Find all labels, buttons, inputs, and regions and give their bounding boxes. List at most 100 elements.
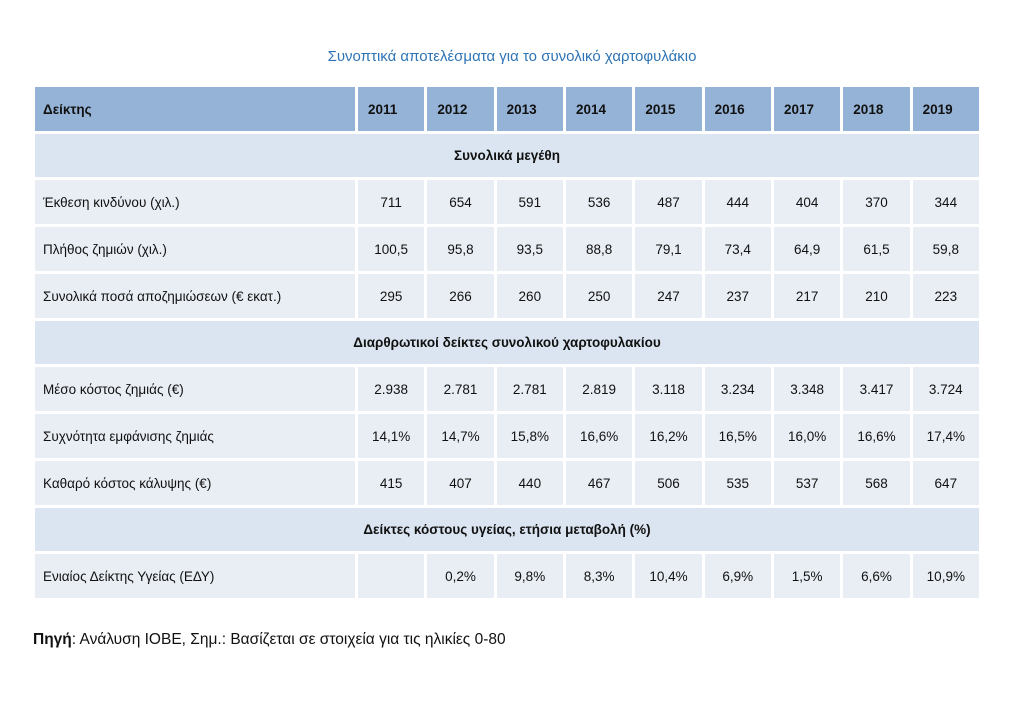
value-cell: 3.417 (843, 367, 910, 411)
value-cell: 647 (912, 461, 979, 505)
header-year: 2015 (635, 87, 702, 131)
value-cell: 16,5% (704, 414, 771, 458)
value-cell (358, 554, 425, 598)
value-cell: 217 (773, 274, 841, 318)
value-cell: 3.348 (773, 367, 841, 411)
value-cell: 61,5 (843, 227, 910, 271)
value-cell: 3.724 (912, 367, 979, 411)
value-cell: 2.781 (496, 367, 563, 411)
row-label: Καθαρό κόστος κάλυψης (€) (35, 461, 355, 505)
value-cell: 100,5 (358, 227, 425, 271)
value-cell: 14,1% (358, 414, 425, 458)
value-cell: 2.781 (427, 367, 494, 411)
table-row: Συνολικά ποσά αποζημιώσεων (€ εκατ.) 295 2… (35, 274, 979, 318)
value-cell: 591 (496, 180, 563, 224)
section-row: Δείκτες κόστους υγείας, ετήσια μεταβολή … (35, 508, 979, 551)
value-cell: 73,4 (704, 227, 771, 271)
value-cell: 404 (773, 180, 841, 224)
value-cell: 237 (704, 274, 771, 318)
value-cell: 440 (496, 461, 563, 505)
value-cell: 0,2% (427, 554, 494, 598)
row-label: Συχνότητα εμφάνισης ζημιάς (35, 414, 355, 458)
value-cell: 14,7% (427, 414, 494, 458)
value-cell: 16,2% (635, 414, 702, 458)
value-cell: 93,5 (496, 227, 563, 271)
header-row: Δείκτης 2011 2012 2013 2014 2015 2016 20… (35, 87, 979, 131)
value-cell: 64,9 (773, 227, 841, 271)
value-cell: 266 (427, 274, 494, 318)
source-label: Πηγή (33, 631, 72, 648)
header-year: 2017 (773, 87, 841, 131)
value-cell: 247 (635, 274, 702, 318)
section-row: Συνολικά μεγέθη (35, 134, 979, 177)
value-cell: 370 (843, 180, 910, 224)
value-cell: 16,0% (773, 414, 841, 458)
value-cell: 537 (773, 461, 841, 505)
value-cell: 295 (358, 274, 425, 318)
value-cell: 1,5% (773, 554, 841, 598)
value-cell: 2.819 (565, 367, 633, 411)
section-title: Διαρθρωτικοί δείκτες συνολικού χαρτοφυλα… (35, 321, 979, 364)
section-title: Δείκτες κόστους υγείας, ετήσια μεταβολή … (35, 508, 979, 551)
value-cell: 17,4% (912, 414, 979, 458)
value-cell: 223 (912, 274, 979, 318)
value-cell: 9,8% (496, 554, 563, 598)
source-text: : Ανάλυση ΙΟΒΕ, Σημ.: Βασίζεται σε στοιχ… (71, 631, 506, 648)
row-label: Μέσο κόστος ζημιάς (€) (35, 367, 355, 411)
value-cell: 88,8 (565, 227, 633, 271)
table-row: Ενιαίος Δείκτης Υγείας (ΕΔΥ) 0,2% 9,8% 8,3%… (35, 554, 979, 598)
value-cell: 654 (427, 180, 494, 224)
table-row: Συχνότητα εμφάνισης ζημιάς 14,1% 14,7% 15,8… (35, 414, 979, 458)
value-cell: 2.938 (358, 367, 425, 411)
row-label: Πλήθος ζημιών (χιλ.) (35, 227, 355, 271)
header-year: 2011 (358, 87, 425, 131)
value-cell: 6,9% (704, 554, 771, 598)
value-cell: 6,6% (843, 554, 910, 598)
value-cell: 3.118 (635, 367, 702, 411)
value-cell: 467 (565, 461, 633, 505)
header-year: 2018 (843, 87, 910, 131)
row-label: Ενιαίος Δείκτης Υγείας (ΕΔΥ) (35, 554, 355, 598)
value-cell: 59,8 (912, 227, 979, 271)
value-cell: 10,4% (635, 554, 702, 598)
header-year: 2019 (912, 87, 979, 131)
value-cell: 536 (565, 180, 633, 224)
value-cell: 568 (843, 461, 910, 505)
table-header: Δείκτης 2011 2012 2013 2014 2015 2016 20… (35, 87, 979, 131)
table-body: Συνολικά μεγέθη Έκθεση κινδύνου (χιλ.) 711… (35, 134, 979, 598)
value-cell: 250 (565, 274, 633, 318)
row-label: Συνολικά ποσά αποζημιώσεων (€ εκατ.) (35, 274, 355, 318)
value-cell: 487 (635, 180, 702, 224)
value-cell: 16,6% (565, 414, 633, 458)
section-title: Συνολικά μεγέθη (35, 134, 979, 177)
value-cell: 711 (358, 180, 425, 224)
value-cell: 10,9% (912, 554, 979, 598)
table-row: Μέσο κόστος ζημιάς (€) 2.938 2.781 2.781 2.8… (35, 367, 979, 411)
header-year: 2016 (704, 87, 771, 131)
source-note: Πηγή: Ανάλυση ΙΟΒΕ, Σημ.: Βασίζεται σε σ… (33, 631, 506, 649)
value-cell: 506 (635, 461, 702, 505)
value-cell: 260 (496, 274, 563, 318)
section-row: Διαρθρωτικοί δείκτες συνολικού χαρτοφυλα… (35, 321, 979, 364)
value-cell: 415 (358, 461, 425, 505)
table-title: Συνοπτικά αποτελέσματα για το συνολικό χ… (327, 48, 697, 65)
value-cell: 95,8 (427, 227, 494, 271)
header-year: 2013 (496, 87, 563, 131)
table-row: Έκθεση κινδύνου (χιλ.) 711 654 591 536 487 444… (35, 180, 979, 224)
value-cell: 210 (843, 274, 910, 318)
value-cell: 16,6% (843, 414, 910, 458)
value-cell: 79,1 (635, 227, 702, 271)
value-cell: 8,3% (565, 554, 633, 598)
value-cell: 15,8% (496, 414, 563, 458)
value-cell: 3.234 (704, 367, 771, 411)
value-cell: 344 (912, 180, 979, 224)
value-cell: 407 (427, 461, 494, 505)
row-label: Έκθεση κινδύνου (χιλ.) (35, 180, 355, 224)
header-year: 2014 (565, 87, 633, 131)
value-cell: 444 (704, 180, 771, 224)
table-row: Καθαρό κόστος κάλυψης (€) 415 407 440 467 506… (35, 461, 979, 505)
table-row: Πλήθος ζημιών (χιλ.) 100,5 95,8 93,5 88,8 79,… (35, 227, 979, 271)
summary-table: Δείκτης 2011 2012 2013 2014 2015 2016 20… (32, 84, 982, 601)
value-cell: 535 (704, 461, 771, 505)
header-year: 2012 (427, 87, 494, 131)
